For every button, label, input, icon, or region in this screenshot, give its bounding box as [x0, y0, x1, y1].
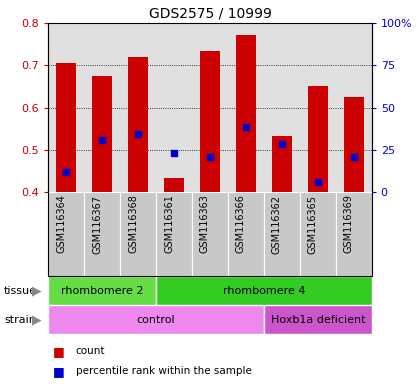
Text: ▶: ▶	[32, 285, 41, 297]
Text: GSM116366: GSM116366	[236, 195, 246, 253]
Bar	[308, 86, 328, 192]
Text: GSM116365: GSM116365	[308, 195, 318, 253]
Bar	[236, 35, 256, 192]
Bar	[156, 192, 192, 276]
Bar	[128, 57, 148, 192]
Bar	[56, 63, 76, 192]
Bar	[192, 192, 228, 276]
Text: GSM116364: GSM116364	[56, 195, 66, 253]
Bar	[48, 192, 84, 276]
Text: ▶: ▶	[32, 313, 41, 326]
Bar	[84, 192, 120, 276]
Text: Hoxb1a deficient: Hoxb1a deficient	[270, 314, 365, 325]
Bar	[120, 192, 156, 276]
Text: GSM116363: GSM116363	[200, 195, 210, 253]
Text: GSM116369: GSM116369	[344, 195, 354, 253]
Text: control: control	[137, 314, 176, 325]
Bar	[164, 179, 184, 192]
Text: ■: ■	[52, 345, 64, 358]
Bar	[92, 76, 112, 192]
Text: tissue: tissue	[4, 286, 37, 296]
Bar	[228, 192, 264, 276]
Title: GDS2575 / 10999: GDS2575 / 10999	[149, 7, 271, 20]
Bar	[264, 305, 372, 334]
Text: GSM116362: GSM116362	[272, 195, 282, 253]
Text: GSM116368: GSM116368	[128, 195, 138, 253]
Bar	[48, 276, 156, 305]
Bar	[272, 136, 292, 192]
Bar	[264, 192, 300, 276]
Text: ■: ■	[52, 365, 64, 378]
Bar	[300, 192, 336, 276]
Bar	[344, 97, 364, 192]
Bar	[156, 276, 372, 305]
Text: GSM116361: GSM116361	[164, 195, 174, 253]
Text: GSM116367: GSM116367	[92, 195, 102, 253]
Text: count: count	[76, 346, 105, 356]
Text: rhombomere 4: rhombomere 4	[223, 286, 305, 296]
Text: rhombomere 2: rhombomere 2	[61, 286, 144, 296]
Bar	[200, 51, 220, 192]
Bar	[48, 305, 264, 334]
Text: percentile rank within the sample: percentile rank within the sample	[76, 366, 252, 376]
Text: strain: strain	[4, 314, 36, 325]
Bar	[336, 192, 372, 276]
